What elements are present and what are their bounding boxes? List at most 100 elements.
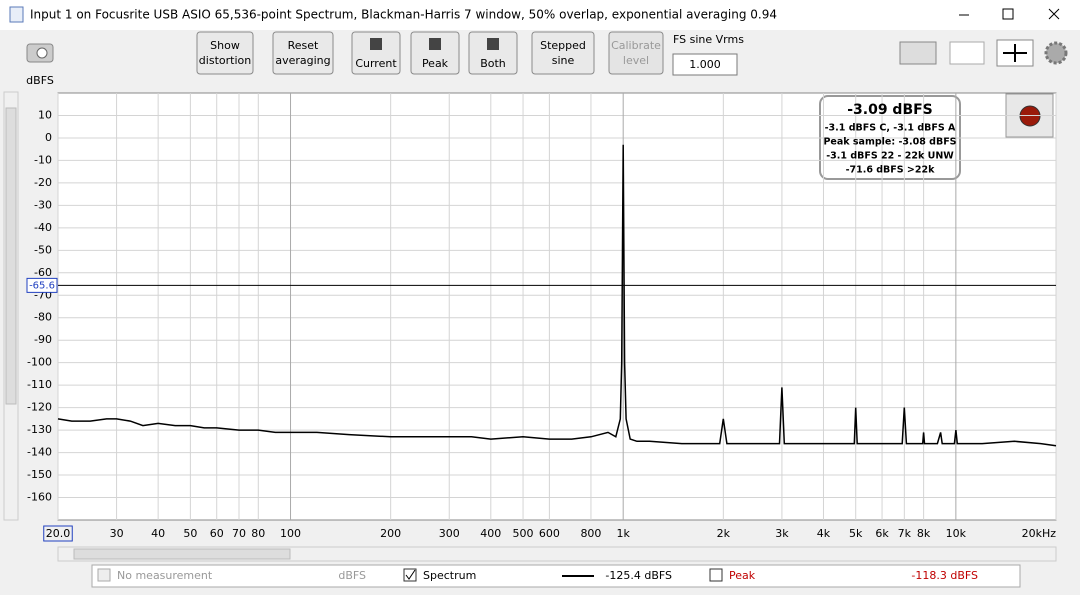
y-tick-label: -140 — [27, 446, 52, 459]
x-tick-label: 7k — [898, 527, 912, 540]
save-icon — [487, 38, 499, 50]
cursor-label: -65.6 — [29, 280, 55, 291]
fs-value[interactable]: 1.000 — [689, 58, 721, 71]
y-tick-label: -160 — [27, 491, 52, 504]
spectrum-line — [57, 144, 1057, 447]
legend-value: -118.3 dBFS — [911, 569, 978, 582]
info-line: Peak sample: -3.08 dBFS — [823, 137, 956, 148]
button-label[interactable]: Peak — [422, 57, 449, 70]
info-headline: -3.09 dBFS — [847, 102, 933, 118]
x-tick-label: 80 — [251, 527, 265, 540]
toolbar-button[interactable] — [196, 31, 254, 75]
save-icon — [370, 38, 382, 50]
move-arrows — [1003, 44, 1027, 62]
x-tick-label: 300 — [439, 527, 460, 540]
y-tick-label: -90 — [34, 333, 52, 346]
settings-gear[interactable] — [1044, 41, 1068, 65]
tick-highlight — [43, 525, 73, 542]
x-tick-label: 60 — [210, 527, 224, 540]
info-line: -3.1 dBFS C, -3.1 dBFS A — [825, 123, 956, 134]
legend-box — [91, 564, 1021, 588]
camera-lens — [36, 47, 48, 59]
x-tick-label: 3k — [775, 527, 789, 540]
y-tick-label: -50 — [34, 243, 52, 256]
y-tick-label: -80 — [34, 311, 52, 324]
fs-input[interactable] — [672, 53, 738, 76]
button-label[interactable]: Show — [210, 39, 240, 52]
x-tick-label: 800 — [580, 527, 601, 540]
y-tick-label: -150 — [27, 468, 52, 481]
x-tick-label: 10k — [946, 527, 967, 540]
y-tick-label: -60 — [34, 266, 52, 279]
x-tick-label: 500 — [513, 527, 534, 540]
checkbox[interactable] — [97, 568, 111, 582]
button-label[interactable]: Calibrate — [611, 39, 661, 52]
x-tick-label: 70 — [232, 527, 246, 540]
y-axis-label: dBFS — [26, 74, 54, 87]
columns-icon[interactable] — [949, 41, 985, 65]
toolbar-button[interactable] — [468, 31, 518, 75]
scroll-thumb[interactable] — [5, 107, 17, 405]
x-tick-label: 1k — [617, 527, 631, 540]
toolbar-button[interactable] — [410, 31, 460, 75]
info-line: -3.1 dBFS 22 - 22k UNW — [826, 151, 954, 162]
app-icon — [9, 6, 24, 23]
close-button[interactable] — [1048, 8, 1060, 20]
legend-label: No measurement — [117, 569, 213, 582]
x-tick-label: 20kHz — [1022, 527, 1057, 540]
y-tick-label: -130 — [27, 423, 52, 436]
checkbox[interactable] — [403, 568, 417, 582]
button-label[interactable]: level — [623, 54, 649, 67]
y-tick-label: -10 — [34, 153, 52, 166]
button-label[interactable]: sine — [552, 54, 575, 67]
x-tick-label: 8k — [917, 527, 931, 540]
y-tick-label: -110 — [27, 378, 52, 391]
fs-label: FS sine Vrms — [673, 33, 744, 46]
x-tick-label: 100 — [280, 527, 301, 540]
y-tick-label: 0 — [45, 131, 52, 144]
y-tick-label: -20 — [34, 176, 52, 189]
toolbar-button[interactable] — [531, 31, 595, 75]
y-tick-label: -100 — [27, 356, 52, 369]
button-label[interactable]: distortion — [199, 54, 251, 67]
x-tick-label: 4k — [817, 527, 831, 540]
toolbar-button[interactable] — [608, 31, 664, 75]
toolbar-button[interactable] — [272, 31, 334, 75]
x-tick-label: 50 — [183, 527, 197, 540]
legend-value: -125.4 dBFS — [605, 569, 672, 582]
x-tick-label: 40 — [151, 527, 165, 540]
y-tick-label: 10 — [38, 108, 52, 121]
button-label[interactable]: averaging — [275, 54, 330, 67]
x-tick-label: 2k — [717, 527, 731, 540]
button-label[interactable]: Both — [480, 57, 506, 70]
horizontal-scrollbar[interactable] — [57, 546, 1057, 562]
legend-unit: dBFS — [338, 569, 366, 582]
cursor-label-box — [26, 277, 58, 293]
toolbar-button[interactable] — [351, 31, 401, 75]
scroll-thumb[interactable] — [73, 548, 291, 560]
button-label[interactable]: Reset — [288, 39, 319, 52]
save-icon — [429, 38, 441, 50]
layout-icon[interactable] — [899, 41, 937, 65]
x-tick-label: 20.0 — [46, 527, 71, 540]
button-label[interactable]: Stepped — [540, 39, 586, 52]
maximize-button[interactable] — [1002, 8, 1014, 20]
y-tick-label: -40 — [34, 221, 52, 234]
x-tick-label: 5k — [849, 527, 863, 540]
x-tick-label: 30 — [110, 527, 124, 540]
info-line: -71.6 dBFS >22k — [846, 165, 936, 176]
y-tick-label: -120 — [27, 401, 52, 414]
x-tick-label: 6k — [875, 527, 889, 540]
x-tick-label: 200 — [380, 527, 401, 540]
window-title: Input 1 on Focusrite USB ASIO 65,536-poi… — [30, 8, 777, 22]
check-mark — [405, 569, 416, 580]
checkbox[interactable] — [709, 568, 723, 582]
legend-label: Peak — [729, 569, 756, 582]
title-bar — [0, 0, 1080, 30]
x-tick-label: 600 — [539, 527, 560, 540]
legend-label: Spectrum — [423, 569, 476, 582]
button-label[interactable]: Current — [355, 57, 397, 70]
record-dot — [1019, 105, 1041, 127]
x-tick-label: 400 — [480, 527, 501, 540]
